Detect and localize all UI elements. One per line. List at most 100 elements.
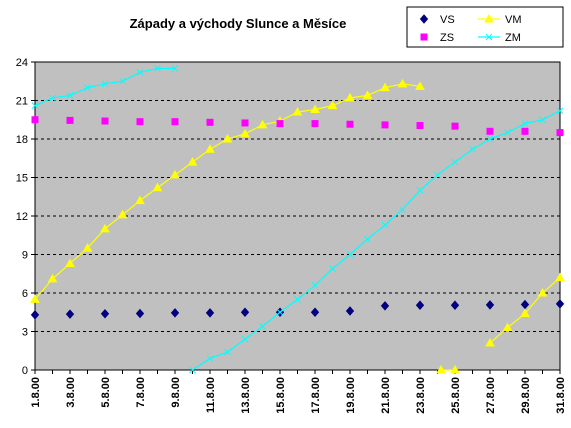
x-tick-label: 31.8.00: [555, 377, 567, 414]
data-point: [240, 128, 250, 138]
data-point: [135, 195, 145, 205]
data-point: [241, 119, 249, 127]
data-point: [206, 355, 214, 362]
data-point: [327, 100, 338, 110]
series-line: [192, 110, 561, 371]
legend-marker: [420, 33, 428, 41]
series-vm: [30, 78, 565, 374]
data-point: [30, 310, 40, 320]
data-point: [381, 121, 389, 129]
data-point: [206, 118, 214, 126]
data-point: [485, 300, 495, 310]
data-point: [292, 107, 303, 116]
y-tick-label: 0: [22, 365, 28, 377]
data-point: [451, 122, 459, 130]
data-point: [241, 335, 249, 343]
data-point: [66, 116, 74, 124]
data-point: [205, 144, 215, 153]
legend-label: ZS: [440, 32, 454, 44]
legend-marker: [484, 13, 494, 23]
data-point: [31, 116, 39, 124]
data-point: [436, 364, 446, 374]
legend-label: VS: [440, 14, 455, 26]
data-point: [346, 120, 354, 128]
y-tick-label: 18: [16, 134, 28, 146]
data-point: [65, 309, 75, 319]
chart-title: Západy a východy Slunce a Měsíce: [130, 16, 347, 31]
data-point: [31, 102, 39, 109]
data-point: [555, 299, 565, 309]
data-point: [415, 300, 425, 310]
data-point: [415, 81, 425, 90]
data-point: [346, 251, 354, 258]
legend-item-vm: VM: [478, 13, 522, 26]
data-point: [486, 135, 494, 143]
data-point: [485, 338, 495, 347]
data-point: [399, 206, 406, 213]
data-point: [101, 80, 109, 88]
data-point: [136, 68, 144, 76]
data-point: [539, 116, 546, 124]
data-point: [381, 221, 389, 229]
data-point: [380, 301, 390, 311]
data-point: [329, 265, 336, 272]
series-layer: [30, 65, 565, 374]
legend-item-zs: ZS: [420, 32, 454, 44]
data-point: [416, 186, 424, 194]
x-tick-label: 17.8.00: [310, 377, 322, 414]
legend-label: VM: [505, 14, 522, 26]
data-point: [259, 323, 266, 330]
data-point: [66, 92, 74, 99]
data-point: [504, 129, 511, 136]
x-axis: 1.8.00 3.8.00 5.8.00 7.8.00 9.8.00 11.8.00 13.…: [30, 370, 567, 414]
data-point: [117, 209, 128, 219]
x-tick-label: 21.8.00: [380, 377, 392, 414]
y-tick-label: 12: [16, 211, 28, 223]
x-tick-label: 1.8.00: [30, 377, 42, 408]
data-point: [537, 287, 548, 297]
data-point: [380, 82, 390, 92]
data-point: [82, 243, 93, 252]
data-point: [311, 120, 319, 128]
data-point: [276, 308, 284, 316]
data-point: [310, 104, 320, 113]
data-point: [311, 281, 319, 289]
data-point: [521, 120, 529, 127]
data-point: [135, 308, 145, 319]
x-tick-label: 25.8.00: [450, 377, 462, 414]
series-vs: [30, 299, 565, 320]
data-point: [100, 223, 110, 233]
data-point: [345, 92, 355, 102]
data-point: [101, 117, 109, 125]
data-point: [170, 308, 180, 318]
data-point: [257, 119, 268, 129]
data-point: [49, 94, 56, 102]
data-point: [171, 118, 179, 126]
data-point: [364, 235, 371, 243]
legend-marker: [485, 33, 493, 41]
x-tick-label: 19.8.00: [345, 377, 357, 414]
data-point: [136, 118, 144, 126]
data-point: [119, 77, 126, 85]
data-point: [310, 307, 320, 318]
x-tick-label: 13.8.00: [240, 377, 252, 414]
legend-item-vs: VS: [419, 14, 455, 26]
data-point: [47, 273, 58, 283]
data-point: [556, 107, 564, 115]
y-tick-label: 21: [16, 96, 28, 108]
data-point: [224, 348, 231, 356]
x-tick-label: 29.8.00: [520, 377, 532, 414]
data-point: [65, 258, 75, 267]
legend-marker: [419, 14, 429, 24]
data-point: [30, 294, 40, 303]
data-point: [240, 307, 250, 318]
data-point: [434, 171, 441, 179]
x-tick-label: 15.8.00: [275, 377, 287, 414]
y-tick-label: 3: [22, 327, 28, 339]
series-zs: [31, 116, 564, 137]
x-tick-label: 7.8.00: [135, 377, 147, 408]
data-point: [171, 65, 179, 72]
data-point: [84, 84, 91, 92]
data-point: [416, 122, 424, 130]
